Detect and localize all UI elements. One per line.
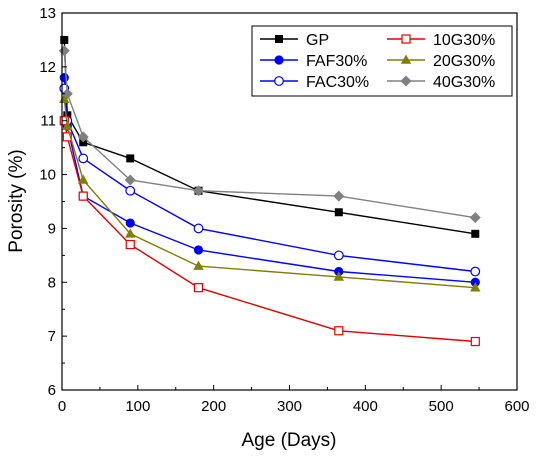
- data-point: [470, 336, 480, 347]
- y-tick-label: 9: [48, 220, 56, 237]
- legend-item: 20G30%: [387, 53, 495, 70]
- y-tick-label: 8: [48, 274, 56, 291]
- data-point: [62, 120, 73, 130]
- legend-label: 40G30%: [433, 74, 495, 91]
- x-tick-label: 600: [504, 398, 529, 415]
- data-point: [125, 218, 135, 228]
- data-point: [78, 153, 89, 164]
- legend-box: [251, 25, 513, 97]
- y-axis-label: Porosity (%): [6, 149, 27, 252]
- axis-layer: 0 100 200 300 400 500 600 6 7 8 9 10 11 12 13: [39, 5, 529, 415]
- x-axis-label: Age (Days): [241, 430, 336, 451]
- legend-marker: [274, 76, 284, 86]
- data-point: [333, 250, 344, 261]
- data-point: [193, 185, 204, 197]
- x-tick-label: 300: [277, 398, 302, 415]
- data-point: [125, 185, 136, 196]
- series-FAC30%: [59, 83, 481, 277]
- legend-label: FAC30%: [306, 74, 369, 91]
- x-tick-label: 0: [58, 398, 66, 415]
- data-point: [62, 132, 72, 142]
- series-20G30%: [59, 93, 481, 292]
- data-point: [193, 245, 204, 255]
- data-point: [193, 283, 204, 293]
- legend: GP FAF30% FAC30% 10G30% 20G30% 40G30%: [251, 25, 513, 97]
- data-point: [125, 239, 135, 250]
- y-tick-label: 13: [39, 5, 56, 22]
- legend-label: 20G30%: [433, 53, 495, 70]
- legend-item: GP: [260, 32, 329, 49]
- legend-label: GP: [306, 32, 329, 49]
- data-point: [78, 174, 89, 184]
- data-point: [470, 266, 481, 277]
- y-tick-label: 11: [40, 113, 56, 130]
- y-tick-label: 10: [39, 167, 56, 184]
- legend-item: 40G30%: [387, 74, 495, 91]
- legend-marker: [274, 55, 284, 65]
- data-point: [333, 271, 344, 281]
- data-point: [124, 174, 136, 186]
- data-point: [333, 190, 345, 202]
- data-point: [59, 73, 69, 83]
- y-tick-label: 12: [39, 59, 56, 76]
- y-tick-label: 6: [48, 382, 56, 399]
- data-point: [334, 208, 343, 217]
- data-point: [470, 282, 481, 292]
- data-point: [469, 212, 481, 224]
- legend-marker: [401, 34, 411, 44]
- x-tick-label: 500: [429, 398, 454, 415]
- y-tick-label: 7: [48, 328, 56, 345]
- data-point: [77, 131, 89, 143]
- series-FAF30%: [59, 73, 480, 287]
- data-point: [58, 45, 70, 57]
- data-point: [334, 326, 344, 336]
- data-point: [125, 228, 136, 238]
- legend-marker: [400, 54, 412, 64]
- data-point: [471, 229, 480, 238]
- legend-item: 10G30%: [387, 32, 495, 49]
- legend-item: FAC30%: [260, 74, 369, 91]
- legend-item: FAF30%: [260, 53, 367, 70]
- data-point: [193, 260, 204, 270]
- legend-label: FAF30%: [306, 53, 367, 70]
- series-10G30%: [59, 116, 480, 347]
- data-point: [126, 154, 135, 163]
- series-line: [63, 120, 476, 343]
- data-point: [193, 223, 204, 234]
- legend-marker: [400, 75, 412, 87]
- x-tick-label: 200: [201, 398, 226, 415]
- legend-marker: [275, 35, 283, 43]
- x-tick-label: 100: [125, 398, 150, 415]
- data-point: [78, 191, 88, 201]
- data-point: [61, 88, 73, 100]
- x-tick-label: 400: [353, 398, 378, 415]
- legend-label: 10G30%: [433, 32, 495, 49]
